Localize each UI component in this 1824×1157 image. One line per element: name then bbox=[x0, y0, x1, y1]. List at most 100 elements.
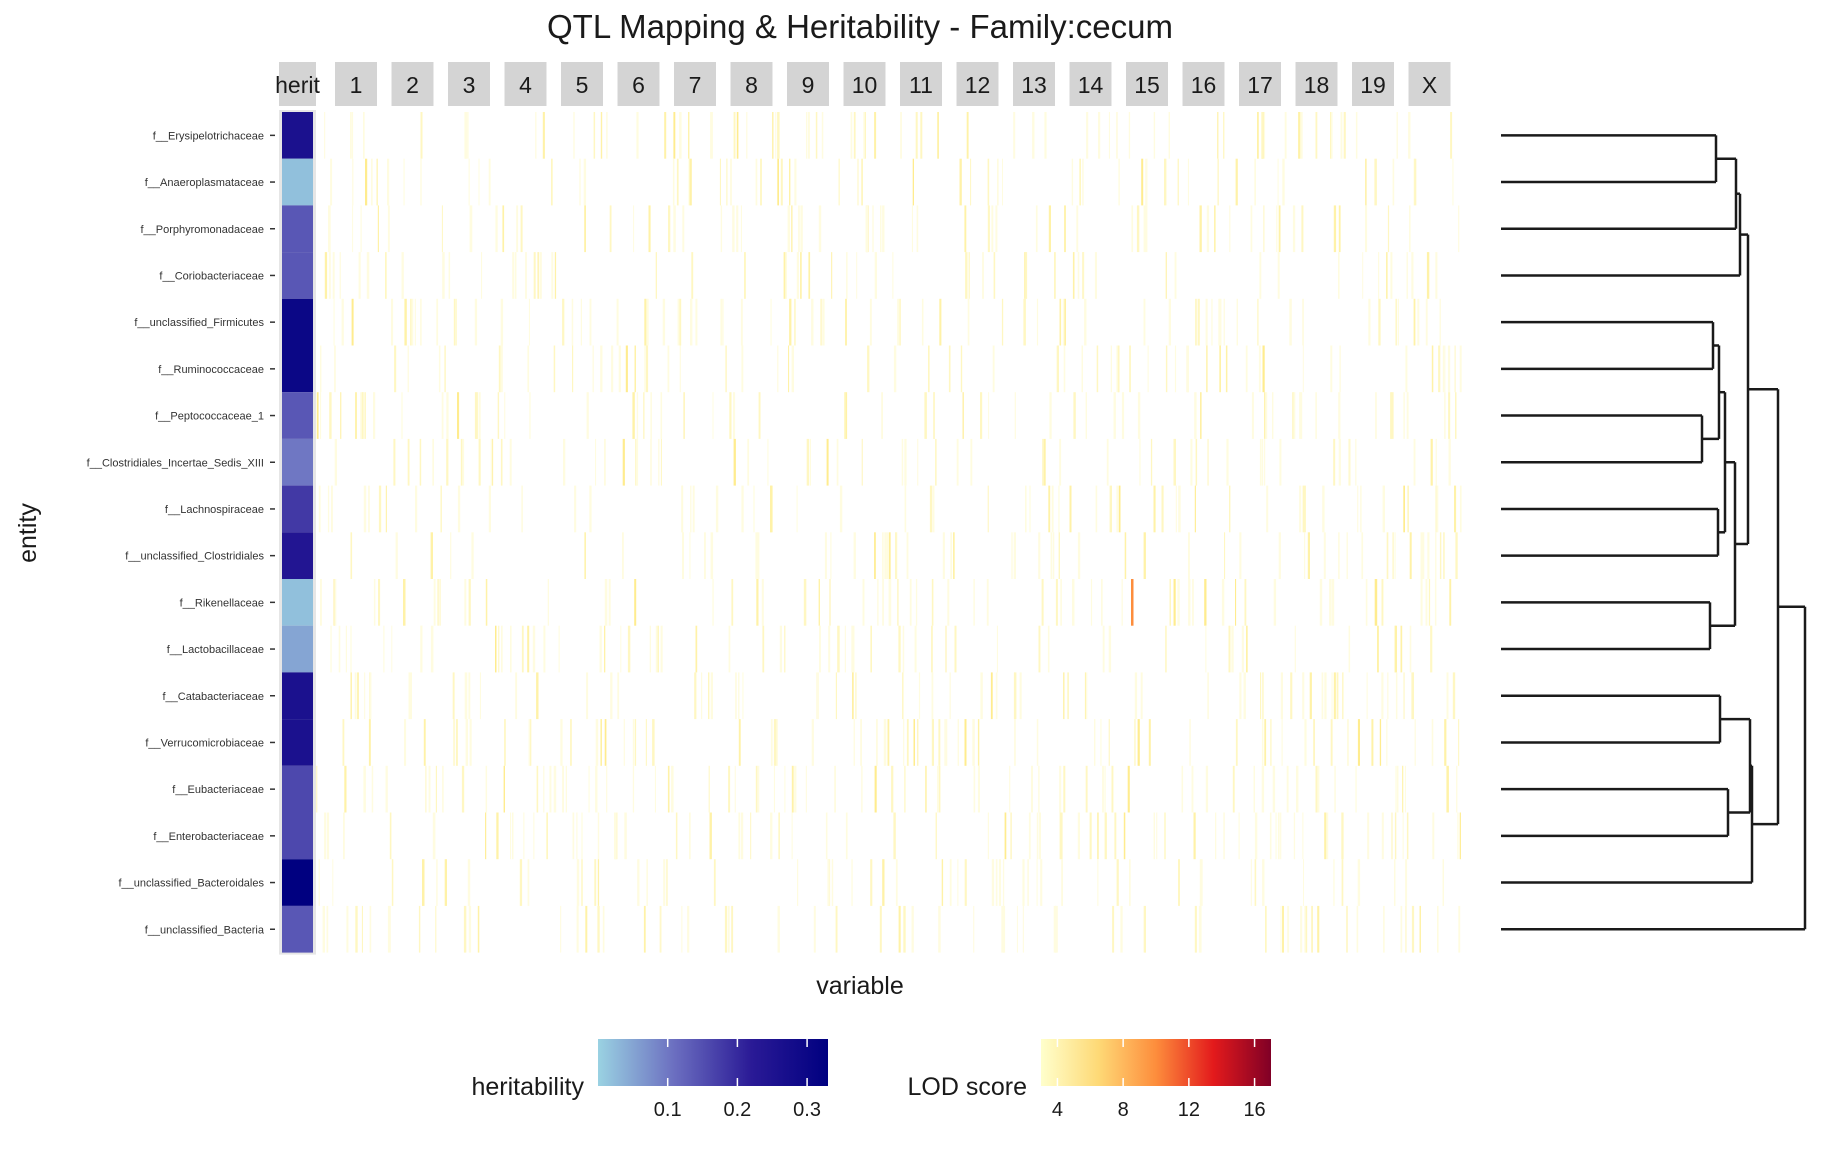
lod-stripe bbox=[620, 625, 622, 673]
lod-stripe bbox=[893, 345, 897, 393]
facet-strip-bg bbox=[1239, 62, 1281, 106]
lod-stripe bbox=[1303, 859, 1304, 906]
x-axis-title: variable bbox=[816, 972, 904, 1000]
lod-stripe bbox=[632, 765, 635, 813]
lod-stripe bbox=[1430, 438, 1433, 486]
lod-stripe bbox=[1143, 298, 1146, 346]
lod-stripe bbox=[330, 158, 333, 206]
lod-stripe bbox=[719, 158, 721, 206]
lod-stripe bbox=[996, 625, 998, 673]
lod-stripe bbox=[1264, 438, 1266, 486]
entity-label: f__Rikenellaceae bbox=[180, 597, 264, 609]
lod-stripe bbox=[430, 625, 434, 673]
lod-stripe bbox=[1118, 158, 1120, 206]
lod-stripe bbox=[1241, 625, 1244, 673]
lod-stripe bbox=[1279, 438, 1282, 486]
lod-stripe bbox=[1174, 345, 1177, 393]
lod-stripe bbox=[956, 438, 959, 486]
lod-stripe bbox=[1217, 158, 1219, 206]
lod-stripe bbox=[727, 905, 730, 953]
lod-stripe bbox=[1195, 298, 1197, 346]
lod-stripe bbox=[835, 905, 838, 953]
lod-stripe bbox=[1411, 252, 1414, 299]
lod-stripe bbox=[1287, 905, 1290, 953]
lod-stripe bbox=[371, 158, 373, 206]
lod-stripe bbox=[604, 438, 606, 486]
lod-stripe bbox=[432, 812, 435, 860]
lod-stripe bbox=[643, 392, 645, 439]
lod-stripe bbox=[770, 812, 773, 860]
heritability-cell bbox=[282, 905, 313, 953]
lod-stripe bbox=[906, 532, 909, 579]
lod-stripe bbox=[755, 158, 758, 206]
lod-stripe bbox=[757, 765, 760, 813]
lod-stripe bbox=[1194, 392, 1197, 439]
lod-stripe bbox=[1121, 392, 1125, 439]
lod-stripe bbox=[662, 298, 666, 346]
lod-stripe bbox=[1199, 859, 1202, 906]
lod-stripe bbox=[1411, 905, 1415, 953]
lod-stripe bbox=[558, 625, 560, 673]
lod-stripe bbox=[1371, 719, 1374, 766]
lod-stripe bbox=[987, 812, 989, 860]
lod-stripe bbox=[1301, 112, 1303, 159]
lod-stripe bbox=[825, 812, 828, 860]
lod-stripe bbox=[998, 859, 1001, 906]
lod-stripe bbox=[322, 905, 325, 953]
lod-stripe bbox=[867, 345, 870, 393]
lod-stripe bbox=[854, 112, 856, 159]
lod-stripe bbox=[455, 298, 457, 346]
lod-stripe bbox=[688, 112, 690, 159]
lod-stripe bbox=[988, 392, 990, 439]
lod-stripe bbox=[660, 438, 662, 486]
lod-stripe bbox=[1106, 438, 1109, 486]
facet-strip-bg bbox=[1295, 62, 1338, 106]
lod-stripe bbox=[791, 812, 793, 860]
lod-stripe bbox=[371, 765, 374, 813]
lod-stripe bbox=[572, 345, 574, 393]
lod-stripe bbox=[845, 812, 848, 860]
lod-stripe bbox=[1454, 485, 1457, 533]
lod-stripe bbox=[1109, 485, 1112, 533]
lod-stripe bbox=[708, 765, 710, 813]
lod-stripe bbox=[1366, 579, 1368, 626]
lod-stripe bbox=[1148, 719, 1151, 766]
lod-stripe bbox=[1378, 252, 1380, 299]
lod-stripe bbox=[637, 859, 640, 906]
lod-stripe bbox=[407, 438, 410, 486]
lod-stripe bbox=[1343, 112, 1346, 159]
lod-stripe bbox=[448, 252, 451, 299]
lod-stripe bbox=[895, 859, 898, 906]
lod-stripe bbox=[753, 485, 755, 533]
lod-stripe bbox=[1404, 765, 1406, 813]
lod-stripe bbox=[565, 765, 567, 813]
lod-stripe bbox=[1116, 112, 1118, 159]
lod-stripe bbox=[962, 392, 964, 439]
lod-stripe bbox=[645, 345, 649, 393]
lod-stripe bbox=[972, 719, 975, 766]
lod-stripe bbox=[1406, 252, 1408, 299]
lod-stripe bbox=[856, 252, 858, 299]
lod-stripe bbox=[846, 252, 848, 299]
lod-stripe bbox=[1292, 392, 1294, 439]
lod-stripe bbox=[580, 298, 582, 346]
lod-stripe bbox=[560, 719, 563, 766]
facet-strip-label: 14 bbox=[1078, 72, 1104, 98]
lod-stripe bbox=[650, 438, 652, 486]
lod-stripe bbox=[1137, 719, 1140, 766]
lod-stripe bbox=[1269, 812, 1272, 860]
lod-stripe bbox=[1348, 625, 1351, 673]
lod-stripe bbox=[1300, 392, 1303, 439]
lod-stripe bbox=[1029, 485, 1031, 533]
lod-stripe bbox=[376, 158, 378, 206]
lod-stripe bbox=[1414, 719, 1416, 766]
lod-stripe bbox=[1058, 532, 1060, 579]
lod-stripe bbox=[1402, 765, 1404, 813]
lod-stripe bbox=[636, 112, 639, 159]
lod-stripe bbox=[845, 392, 848, 439]
lod-stripe bbox=[874, 112, 877, 159]
lod-stripe bbox=[562, 298, 564, 346]
lod-stripe bbox=[1014, 392, 1016, 439]
lod-stripe bbox=[738, 812, 741, 860]
lod-stripe bbox=[1112, 905, 1115, 953]
